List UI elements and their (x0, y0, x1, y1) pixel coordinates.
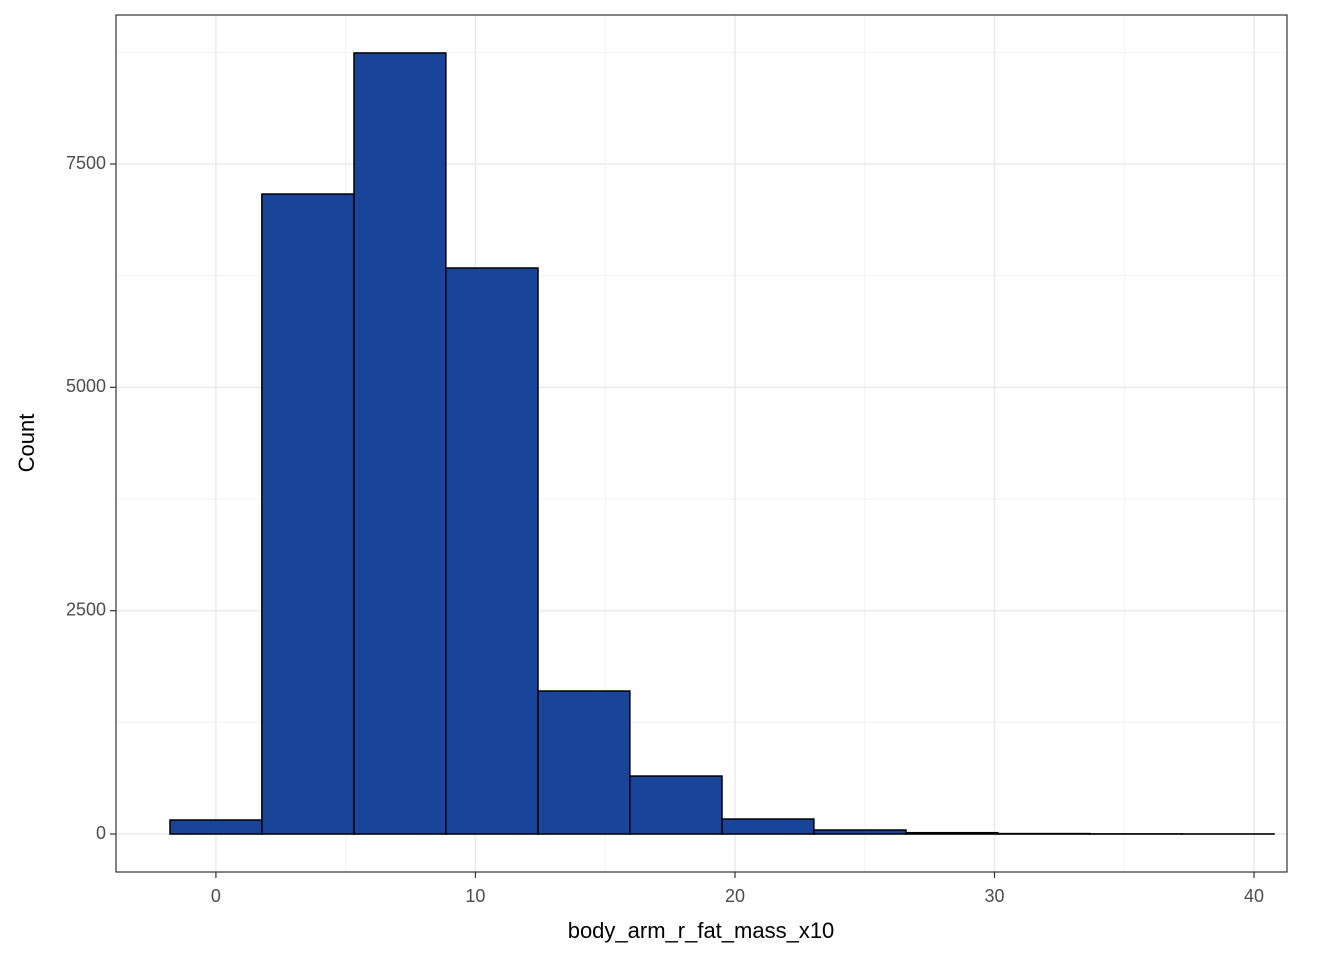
x-axis-title: body_arm_r_fat_mass_x10 (568, 918, 835, 943)
bar (169, 819, 263, 835)
bar (721, 818, 815, 835)
bar (905, 831, 999, 835)
x-tick-label: 30 (984, 886, 1004, 906)
y-tick-label: 2500 (66, 599, 106, 619)
bar (537, 690, 631, 835)
y-tick-label: 5000 (66, 376, 106, 396)
y-tick-label: 0 (96, 823, 106, 843)
bar (629, 775, 723, 835)
y-axis-title: Count (14, 414, 39, 473)
bar (353, 52, 447, 835)
y-tick-label: 7500 (66, 153, 106, 173)
x-tick-label: 10 (465, 886, 485, 906)
bar (445, 267, 539, 835)
panel-border (115, 14, 1288, 873)
bar (261, 193, 355, 835)
bar (813, 829, 907, 835)
x-tick-label: 0 (211, 886, 221, 906)
x-tick-label: 40 (1244, 886, 1264, 906)
x-tick-label: 20 (725, 886, 745, 906)
